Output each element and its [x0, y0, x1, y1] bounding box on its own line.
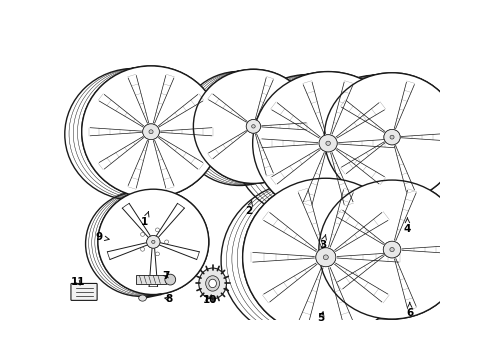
- Ellipse shape: [323, 255, 328, 260]
- Ellipse shape: [383, 241, 401, 258]
- Ellipse shape: [253, 72, 404, 215]
- Ellipse shape: [319, 135, 337, 152]
- Text: 11: 11: [71, 277, 85, 287]
- Ellipse shape: [152, 240, 155, 243]
- Text: 7: 7: [163, 271, 170, 281]
- Ellipse shape: [384, 129, 400, 145]
- Ellipse shape: [324, 73, 460, 202]
- Text: 3: 3: [319, 235, 326, 250]
- Ellipse shape: [149, 130, 153, 134]
- Ellipse shape: [384, 129, 400, 145]
- Ellipse shape: [246, 120, 261, 133]
- Ellipse shape: [316, 248, 336, 267]
- Text: 2: 2: [245, 201, 252, 216]
- Text: 10: 10: [203, 295, 218, 305]
- Ellipse shape: [326, 141, 330, 145]
- Ellipse shape: [155, 252, 159, 256]
- Ellipse shape: [143, 124, 159, 140]
- Ellipse shape: [165, 240, 169, 244]
- FancyBboxPatch shape: [71, 283, 97, 300]
- Ellipse shape: [206, 276, 220, 291]
- Ellipse shape: [319, 135, 337, 152]
- Ellipse shape: [147, 235, 160, 248]
- Text: 1: 1: [141, 212, 149, 227]
- Ellipse shape: [252, 125, 255, 128]
- Ellipse shape: [155, 228, 159, 232]
- Ellipse shape: [243, 178, 409, 336]
- Ellipse shape: [141, 247, 145, 251]
- Ellipse shape: [246, 120, 261, 133]
- Ellipse shape: [82, 66, 220, 198]
- Ellipse shape: [209, 279, 217, 288]
- Text: 6: 6: [406, 302, 414, 318]
- Ellipse shape: [147, 235, 160, 248]
- Text: 5: 5: [318, 312, 325, 323]
- Ellipse shape: [319, 180, 465, 319]
- FancyBboxPatch shape: [136, 275, 166, 284]
- Ellipse shape: [143, 124, 159, 140]
- Ellipse shape: [390, 247, 394, 252]
- Ellipse shape: [316, 248, 336, 267]
- Ellipse shape: [98, 189, 209, 294]
- Ellipse shape: [390, 135, 394, 139]
- Text: 8: 8: [165, 294, 172, 304]
- Ellipse shape: [194, 69, 314, 183]
- Text: 9: 9: [96, 232, 109, 242]
- Ellipse shape: [139, 295, 147, 301]
- Ellipse shape: [165, 274, 175, 285]
- Text: 4: 4: [404, 218, 411, 234]
- Ellipse shape: [383, 241, 401, 258]
- Ellipse shape: [141, 233, 145, 236]
- Ellipse shape: [199, 268, 226, 299]
